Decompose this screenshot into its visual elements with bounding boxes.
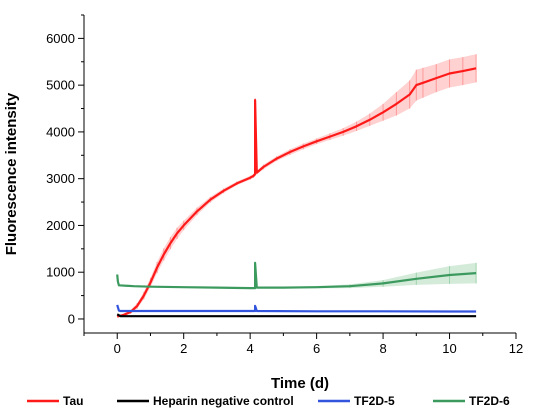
- x-tick-label: 0: [114, 341, 121, 356]
- x-tick-label: 10: [442, 341, 456, 356]
- y-tick-label: 3000: [46, 171, 75, 186]
- legend: Tau Heparin negative control TF2D-5 TF2D-6: [27, 394, 510, 408]
- y-tick-label: 2000: [46, 218, 75, 233]
- series-lines: [116, 67, 477, 318]
- series-line-tf2d-5: [116, 304, 477, 313]
- x-tick-label: 4: [247, 341, 254, 356]
- x-tick-label: 6: [313, 341, 320, 356]
- series-line-tau: [116, 67, 477, 318]
- legend-label: Heparin negative control: [153, 394, 294, 408]
- x-tick-label: 12: [509, 341, 523, 356]
- legend-label: TF2D-5: [354, 394, 395, 408]
- series-line-heparin-negative-control: [116, 313, 477, 318]
- y-tick-label: 6000: [46, 31, 75, 46]
- series-line-tf2d-6: [116, 261, 477, 290]
- legend-label: TF2D-6: [469, 394, 510, 408]
- legend-label: Tau: [63, 394, 83, 408]
- y-axis-label: Fluorescence intensity: [3, 92, 20, 255]
- error-band-tf2d-6: [117, 262, 477, 289]
- y-tick-label: 1000: [46, 265, 75, 280]
- x-axis-label: Time (d): [271, 375, 329, 392]
- y-tick-label: 0: [68, 311, 75, 326]
- x-tick-label: 2: [180, 341, 187, 356]
- y-tick-label: 5000: [46, 78, 75, 93]
- axes: 0 2 4 6 8 10 12 0 1000 2000 3000 4000 5000 6000: [46, 14, 523, 356]
- y-tick-label: 4000: [46, 124, 75, 139]
- error-band-tau: [117, 54, 477, 318]
- x-tick-label: 8: [379, 341, 386, 356]
